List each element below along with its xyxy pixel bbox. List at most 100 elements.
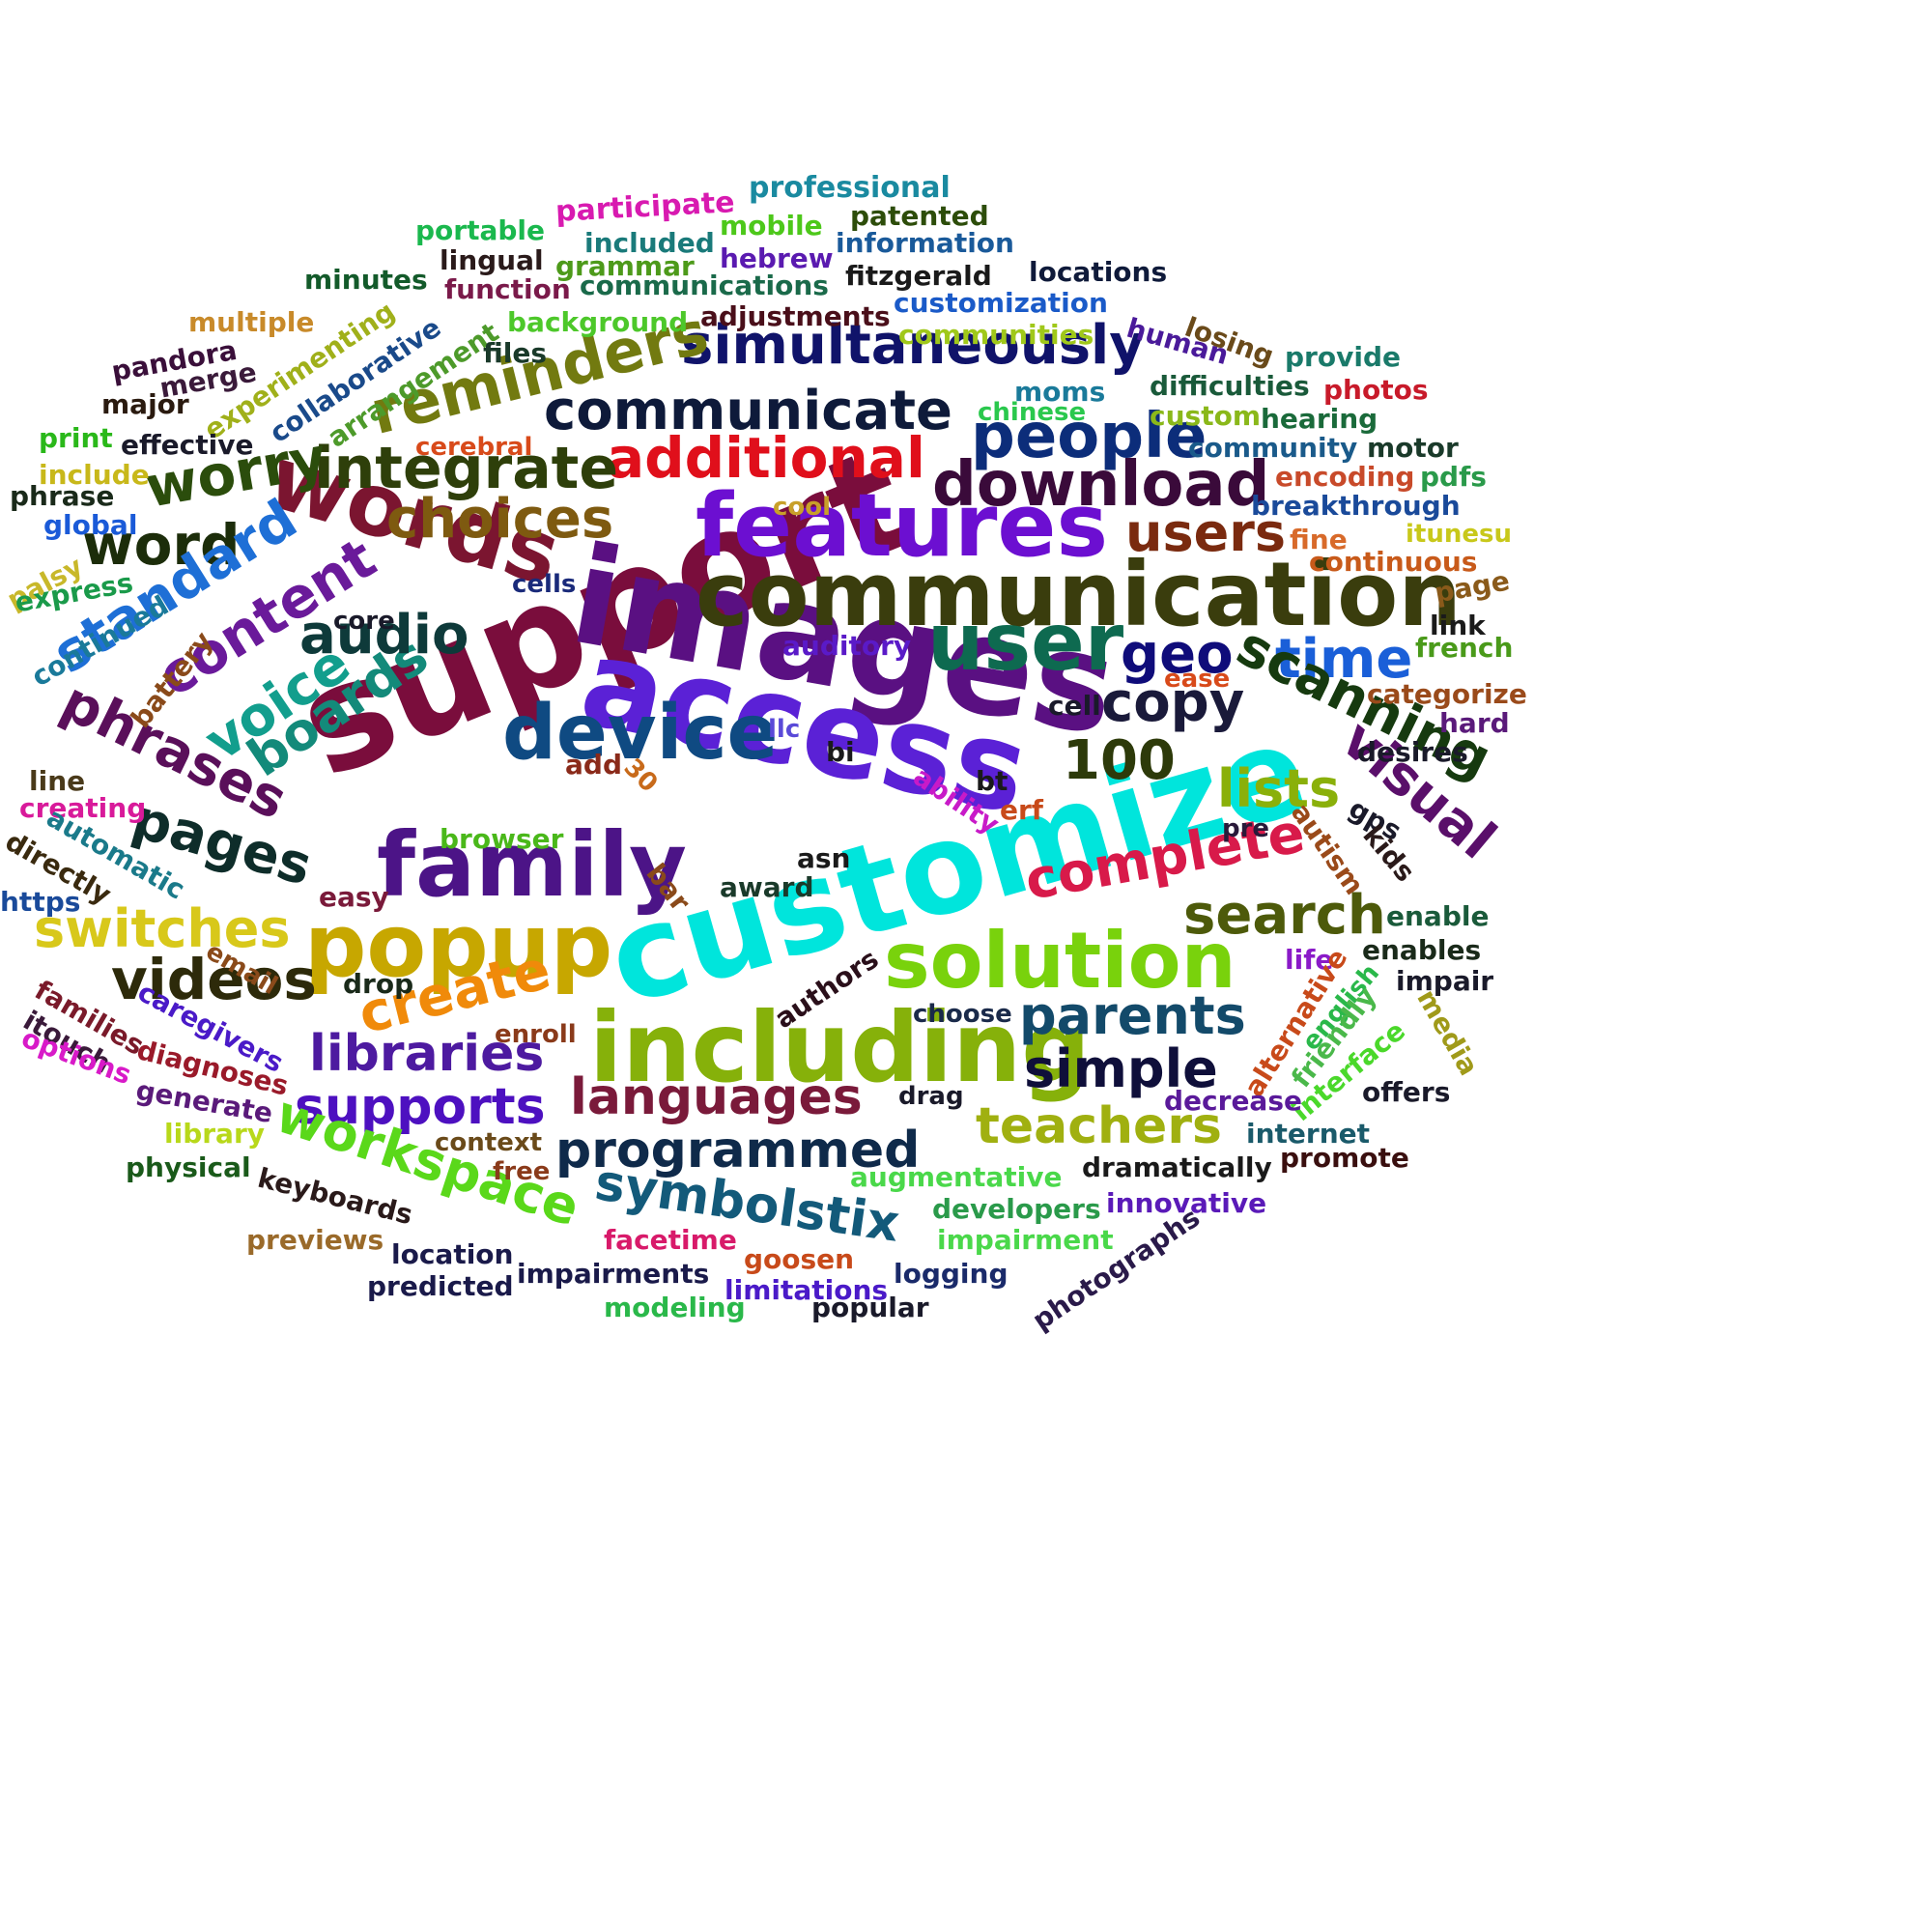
- cloud-word-asn: asn: [797, 842, 851, 874]
- cloud-word-libraries: libraries: [309, 1025, 545, 1083]
- cloud-word-desires: desires: [1357, 736, 1468, 768]
- cloud-word-users: users: [1125, 502, 1286, 563]
- cloud-word-modeling: modeling: [604, 1292, 746, 1323]
- cloud-word-motor: motor: [1367, 432, 1459, 464]
- cloud-word-chinese: chinese: [978, 398, 1087, 427]
- cloud-word-professional: professional: [749, 171, 951, 205]
- cloud-word-including: including: [589, 991, 1091, 1104]
- cloud-word-minutes: minutes: [304, 264, 428, 296]
- cloud-word-augmentative: augmentative: [850, 1161, 1063, 1193]
- cloud-word-innovative: innovative: [1106, 1187, 1267, 1219]
- cloud-word-features: features: [696, 475, 1109, 577]
- cloud-word-user: user: [927, 597, 1124, 689]
- cloud-word-search: search: [1183, 884, 1386, 947]
- cloud-word-auditory: auditory: [782, 630, 912, 662]
- cloud-word-custom: custom: [1150, 400, 1261, 432]
- cloud-word-easy: easy: [319, 881, 389, 913]
- cloud-word-effective: effective: [121, 429, 254, 461]
- cloud-word-drag: drag: [898, 1082, 964, 1111]
- cloud-word-french: french: [1415, 632, 1514, 664]
- cloud-word-integrate: integrate: [314, 435, 619, 502]
- cloud-word-device: device: [502, 690, 779, 777]
- cloud-word-included: included: [584, 227, 715, 259]
- cloud-word-physical: physical: [126, 1151, 251, 1183]
- cloud-word-promote: promote: [1280, 1142, 1409, 1174]
- cloud-word-phrase: phrase: [10, 480, 115, 512]
- cloud-word-time: time: [1275, 628, 1413, 691]
- cloud-word-bt: bt: [976, 765, 1009, 797]
- cloud-word-geo: geo: [1121, 623, 1234, 686]
- cloud-word-grammar: grammar: [555, 250, 695, 282]
- cloud-word-multiple: multiple: [188, 306, 315, 338]
- cloud-word-encoding: encoding: [1275, 461, 1415, 493]
- cloud-word-customization: customization: [894, 287, 1108, 319]
- cloud-word-logging: logging: [894, 1258, 1009, 1290]
- cloud-word-simultaneously: simultaneously: [681, 314, 1145, 377]
- cloud-word-free: free: [493, 1157, 551, 1186]
- cloud-word-communities: communities: [898, 319, 1094, 351]
- cloud-word-100: 100: [1063, 729, 1176, 792]
- cloud-word-cell: cell: [1048, 690, 1101, 722]
- cloud-word-additional: additional: [607, 425, 925, 491]
- cloud-word-moms: moms: [1014, 376, 1106, 408]
- cloud-word-switches: switches: [34, 898, 291, 959]
- cloud-word-impair: impair: [1396, 965, 1494, 997]
- cloud-word-supports: supports: [295, 1078, 546, 1136]
- cloud-word-popular: popular: [811, 1292, 929, 1323]
- cloud-word-facetime: facetime: [604, 1224, 737, 1256]
- cloud-word-popup: popup: [304, 895, 613, 997]
- cloud-word-limitations: limitations: [724, 1274, 889, 1306]
- cloud-word-https: https: [0, 886, 81, 918]
- cloud-word-cerebral: cerebral: [415, 433, 533, 462]
- cloud-word-add: add: [565, 749, 622, 781]
- cloud-word-choices: choices: [386, 488, 614, 551]
- cloud-word-information: information: [836, 227, 1014, 259]
- cloud-word-solution: solution: [884, 916, 1236, 1006]
- cloud-word-programmed: programmed: [555, 1122, 921, 1179]
- cloud-word-people: people: [971, 401, 1208, 472]
- cloud-word-impairment: impairment: [937, 1224, 1114, 1256]
- cloud-word-provide: provide: [1285, 341, 1401, 373]
- cloud-word-drop: drop: [343, 968, 414, 1000]
- cloud-word-photos: photos: [1323, 374, 1429, 406]
- cloud-word-decrease: decrease: [1164, 1085, 1302, 1117]
- cloud-word-impairments: impairments: [517, 1258, 710, 1290]
- cloud-word-copy: copy: [1101, 671, 1245, 734]
- cloud-word-breakthrough: breakthrough: [1251, 490, 1461, 522]
- cloud-word-function: function: [444, 273, 571, 305]
- cloud-word-pre: pre: [1222, 814, 1270, 843]
- cloud-word-fine: fine: [1290, 524, 1348, 555]
- cloud-word-predicted: predicted: [367, 1270, 514, 1302]
- cloud-word-context: context: [435, 1128, 543, 1157]
- cloud-word-line: line: [29, 765, 86, 797]
- cloud-word-cells: cells: [512, 570, 577, 599]
- cloud-word-hard: hard: [1439, 707, 1510, 739]
- cloud-word-developers: developers: [932, 1193, 1101, 1225]
- cloud-word-location: location: [391, 1238, 514, 1270]
- cloud-word-audio: audio: [299, 604, 469, 667]
- cloud-word-portable: portable: [415, 214, 545, 246]
- cloud-word-continuous: continuous: [1309, 546, 1478, 578]
- cloud-word-internet: internet: [1246, 1118, 1371, 1150]
- cloud-word-core: core: [333, 607, 395, 636]
- cloud-word-communication: communication: [696, 543, 1462, 646]
- cloud-word-include: include: [39, 459, 150, 491]
- cloud-word-languages: languages: [570, 1068, 863, 1126]
- cloud-word-teachers: teachers: [976, 1097, 1222, 1155]
- cloud-word-enable: enable: [1386, 900, 1490, 932]
- cloud-word-lists: lists: [1217, 758, 1341, 819]
- cloud-word-offers: offers: [1362, 1076, 1451, 1108]
- cloud-word-parents: parents: [1019, 985, 1246, 1046]
- cloud-word-previews: previews: [246, 1224, 384, 1256]
- cloud-word-family: family: [377, 813, 688, 917]
- cloud-word-ease: ease: [1164, 665, 1231, 694]
- cloud-word-major: major: [101, 388, 189, 420]
- cloud-word-link: link: [1430, 610, 1486, 641]
- cloud-word-simple: simple: [1024, 1038, 1218, 1099]
- cloud-word-participate: participate: [554, 185, 736, 229]
- cloud-word-hearing: hearing: [1261, 403, 1378, 435]
- cloud-word-browser: browser: [440, 823, 564, 855]
- cloud-word-print: print: [39, 422, 113, 454]
- cloud-word-patented: patented: [850, 200, 989, 232]
- cloud-word-choose: choose: [913, 1000, 1012, 1029]
